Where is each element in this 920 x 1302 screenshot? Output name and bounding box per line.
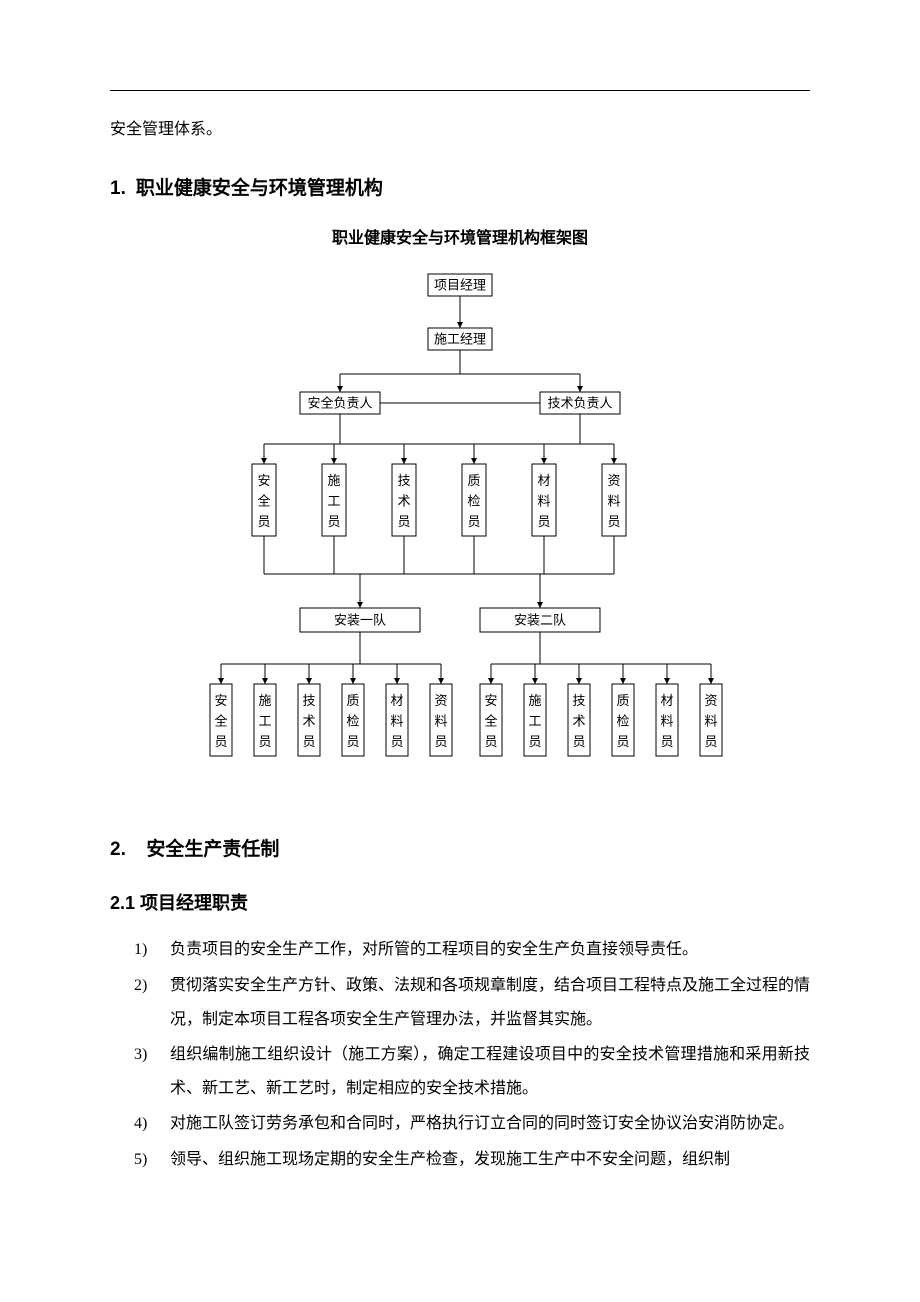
svg-text:术: 术 [397, 494, 410, 509]
svg-text:员: 员 [572, 734, 585, 749]
svg-text:员: 员 [537, 514, 550, 529]
list-item: 负责项目的安全生产工作，对所管的工程项目的安全生产负直接领导责任。 [134, 933, 810, 967]
list-item: 组织编制施工组织设计（施工方案），确定工程建设项目中的安全技术管理措施和采用新技… [134, 1038, 810, 1105]
list-item: 贯彻落实安全生产方针、政策、法规和各项规章制度，结合项目工程特点及施工全过程的情… [134, 969, 810, 1036]
svg-text:安全负责人: 安全负责人 [307, 396, 372, 411]
svg-text:员: 员 [327, 514, 340, 529]
org-chart-title: 职业健康安全与环境管理机构框架图 [110, 224, 810, 248]
svg-text:检: 检 [616, 714, 629, 729]
svg-text:员: 员 [434, 734, 447, 749]
svg-text:员: 员 [346, 734, 359, 749]
svg-text:质: 质 [467, 473, 480, 488]
svg-text:技: 技 [397, 473, 410, 488]
section-2-number: 2. [110, 839, 126, 860]
svg-text:检: 检 [346, 714, 359, 729]
svg-text:资: 资 [434, 693, 447, 708]
svg-text:术: 术 [302, 714, 315, 729]
list-item: 对施工队签订劳务承包和合同时，严格执行订立合同的同时签订安全协议治安消防协定。 [134, 1107, 810, 1141]
section-2-title: 安全生产责任制 [146, 839, 279, 860]
svg-text:质: 质 [346, 693, 359, 708]
section-1-heading: 1. 职业健康安全与环境管理机构 [110, 173, 810, 200]
svg-text:员: 员 [660, 734, 673, 749]
section-1-title: 职业健康安全与环境管理机构 [136, 178, 383, 199]
svg-text:技: 技 [572, 693, 585, 708]
svg-text:施: 施 [528, 693, 541, 708]
svg-text:材: 材 [390, 693, 403, 708]
svg-text:工: 工 [528, 714, 541, 729]
svg-text:员: 员 [467, 514, 480, 529]
list-item: 领导、组织施工现场定期的安全生产检查，发现施工生产中不安全问题，组织制 [134, 1143, 810, 1177]
svg-text:全: 全 [257, 494, 270, 509]
svg-text:员: 员 [257, 514, 270, 529]
svg-text:员: 员 [704, 734, 717, 749]
svg-text:料: 料 [434, 714, 447, 729]
svg-text:料: 料 [660, 714, 673, 729]
svg-text:安: 安 [484, 693, 497, 708]
svg-text:材: 材 [660, 693, 673, 708]
svg-text:员: 员 [302, 734, 315, 749]
svg-text:全: 全 [484, 714, 497, 729]
svg-text:资: 资 [704, 693, 717, 708]
svg-text:质: 质 [616, 693, 629, 708]
svg-text:安: 安 [214, 693, 227, 708]
svg-text:员: 员 [258, 734, 271, 749]
svg-text:安装一队: 安装一队 [334, 613, 386, 628]
org-chart-svg: 项目经理施工经理安全负责人技术负责人安全员施工员技术员质检员材料员资料员安装一队… [180, 264, 740, 804]
svg-text:员: 员 [528, 734, 541, 749]
svg-text:施: 施 [258, 693, 271, 708]
svg-text:技术负责人: 技术负责人 [547, 396, 612, 411]
document-page: 安全管理体系。 1. 职业健康安全与环境管理机构 职业健康安全与环境管理机构框架图… [0, 0, 920, 1239]
svg-text:全: 全 [214, 714, 227, 729]
responsibilities-list: 负责项目的安全生产工作，对所管的工程项目的安全生产负直接领导责任。贯彻落实安全生… [134, 933, 810, 1176]
svg-text:员: 员 [607, 514, 620, 529]
svg-text:工: 工 [258, 714, 271, 729]
svg-text:技: 技 [302, 693, 315, 708]
org-chart-container: 项目经理施工经理安全负责人技术负责人安全员施工员技术员质检员材料员资料员安装一队… [110, 264, 810, 804]
svg-text:料: 料 [537, 494, 550, 509]
svg-text:员: 员 [616, 734, 629, 749]
section-1-number: 1. [110, 178, 126, 199]
svg-text:材: 材 [537, 473, 550, 488]
svg-text:员: 员 [397, 514, 410, 529]
svg-text:施: 施 [327, 473, 340, 488]
section-2-heading: 2. 安全生产责任制 [110, 834, 810, 861]
svg-text:检: 检 [467, 494, 480, 509]
svg-text:员: 员 [390, 734, 403, 749]
svg-text:员: 员 [484, 734, 497, 749]
svg-text:资: 资 [607, 473, 620, 488]
svg-text:安: 安 [257, 473, 270, 488]
svg-text:项目经理: 项目经理 [434, 278, 486, 293]
svg-text:料: 料 [704, 714, 717, 729]
intro-text: 安全管理体系。 [110, 115, 810, 145]
svg-text:员: 员 [214, 734, 227, 749]
svg-text:术: 术 [572, 714, 585, 729]
svg-text:安装二队: 安装二队 [514, 613, 566, 628]
svg-text:料: 料 [390, 714, 403, 729]
header-rule [110, 90, 810, 91]
svg-text:料: 料 [607, 494, 620, 509]
svg-text:施工经理: 施工经理 [434, 332, 486, 347]
svg-text:工: 工 [327, 494, 340, 509]
section-2-1-heading: 2.1 项目经理职责 [110, 889, 810, 915]
